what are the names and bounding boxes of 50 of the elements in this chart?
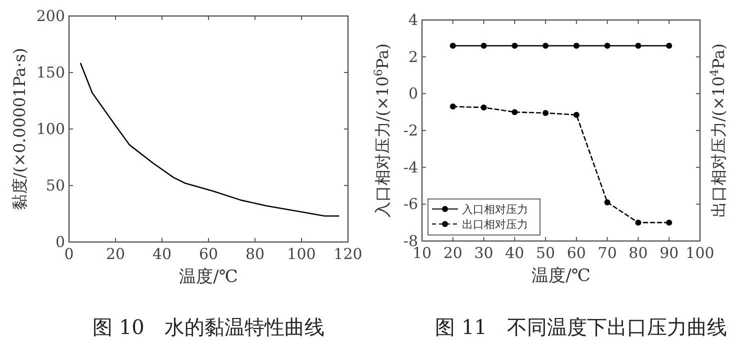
x-tick-label: 120 xyxy=(334,245,362,263)
point xyxy=(512,42,518,49)
point xyxy=(542,42,549,49)
point xyxy=(635,220,642,226)
x-tick-label: 60 xyxy=(566,244,586,262)
x-tick-label: 80 xyxy=(245,245,265,263)
point xyxy=(604,42,610,49)
y-tick-label: 50 xyxy=(46,176,65,194)
x-tick-label: 90 xyxy=(660,244,679,262)
y-tick-label: 0 xyxy=(55,233,65,251)
x-tick-label: 40 xyxy=(152,245,172,263)
y-axis-title: 黏度/(×0.00001Pa·s) xyxy=(10,48,29,210)
point xyxy=(604,199,610,206)
x-tick-label: 50 xyxy=(536,244,556,262)
y-tick-label: -4 xyxy=(403,158,418,176)
point xyxy=(512,109,518,116)
x-tick-label: 40 xyxy=(505,244,524,262)
x-tick-label: 70 xyxy=(598,244,617,262)
x-tick-label: 30 xyxy=(474,244,494,262)
y-tick-label: -6 xyxy=(403,195,418,214)
legend-label: 入口相对压力 xyxy=(462,203,528,216)
y-tick-label: 2 xyxy=(408,48,418,66)
x-tick-label: 20 xyxy=(106,245,126,263)
x-tick-label: 100 xyxy=(686,244,714,262)
point xyxy=(573,42,580,49)
legend-label: 出口相对压力 xyxy=(462,218,528,231)
x-tick-label: 20 xyxy=(443,244,462,262)
y-tick-label: -2 xyxy=(403,122,418,140)
point xyxy=(542,110,549,116)
y-tick-label: 100 xyxy=(36,120,65,138)
y-tick-label: 150 xyxy=(36,64,65,82)
point xyxy=(666,220,672,226)
x-tick-label: 100 xyxy=(287,245,316,263)
y-tick-label: 0 xyxy=(408,84,418,103)
text: 图 11 不同温度下出口压力曲线 xyxy=(435,315,727,339)
x-axis-title: 温度/℃ xyxy=(532,266,590,286)
point xyxy=(573,112,580,118)
line-series xyxy=(80,62,340,217)
x-axis-title: 温度/℃ xyxy=(179,267,238,287)
point xyxy=(480,104,487,110)
point xyxy=(635,42,642,49)
point xyxy=(480,42,487,49)
x-tick-label: 80 xyxy=(628,244,648,262)
point xyxy=(450,42,456,49)
point xyxy=(450,104,456,110)
x-tick-label: 60 xyxy=(198,245,218,263)
point xyxy=(666,42,672,49)
text: 图 10 水的黏温特性曲线 xyxy=(92,315,324,339)
y-tick-label: 200 xyxy=(36,7,65,25)
y-tick-label: 4 xyxy=(408,11,418,29)
